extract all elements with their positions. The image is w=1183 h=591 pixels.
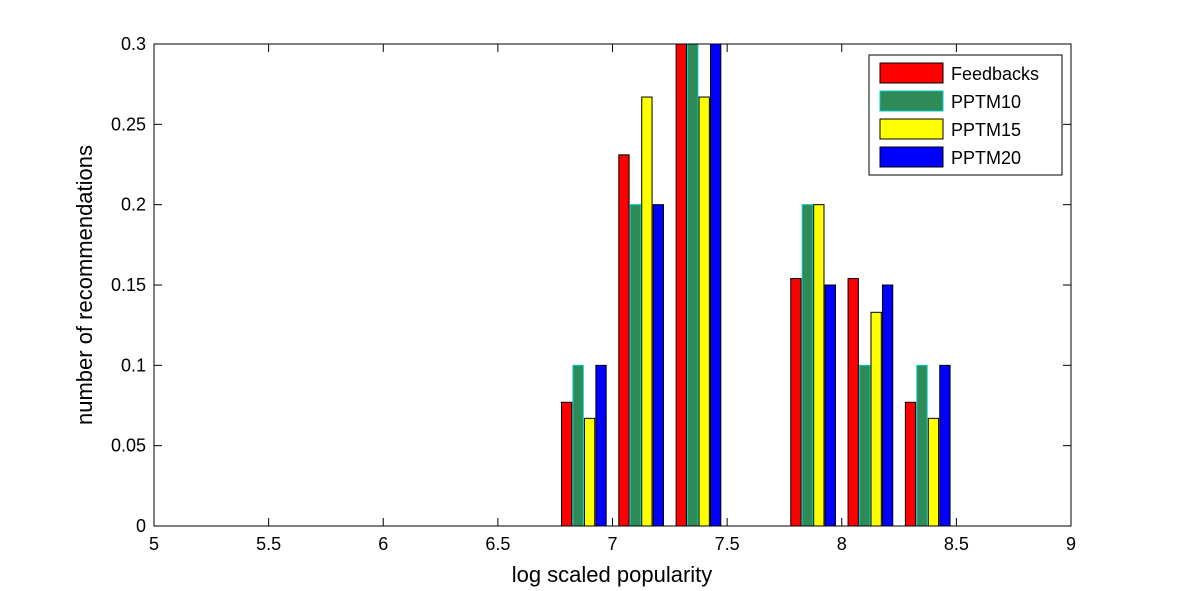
bar-pptm15-13 — [927, 417, 940, 527]
x-tick-label: 7 — [607, 534, 617, 554]
bar-feedbacks-8 — [618, 154, 630, 527]
y-tick-label: 0.15 — [111, 275, 146, 295]
bar-pptm20-8 — [652, 204, 665, 527]
bar-feedbacks-13 — [904, 401, 917, 527]
legend-swatch-pptm15 — [879, 118, 944, 140]
legend-label-pptm15: PPTM15 — [951, 120, 1021, 140]
bar-pptm10-11 — [801, 204, 814, 527]
y-tick-label: 0.05 — [111, 436, 146, 456]
x-tick-label: 5 — [149, 534, 159, 554]
y-tick-label: 0.3 — [121, 34, 146, 54]
legend-swatch-feedbacks — [879, 62, 944, 84]
y-axis-label: number of recommendations — [72, 145, 97, 425]
bar-pptm15-9 — [698, 96, 710, 527]
bar-feedbacks-12 — [847, 278, 859, 527]
x-tick-label: 5.5 — [256, 534, 281, 554]
legend-label-pptm20: PPTM20 — [951, 148, 1021, 168]
bar-feedbacks-7 — [560, 401, 573, 527]
x-tick-label: 7.5 — [715, 534, 740, 554]
y-tick-label: 0 — [136, 516, 146, 536]
bar-pptm10-13 — [916, 364, 928, 527]
bar-pptm15-12 — [870, 311, 882, 527]
bar-feedbacks-11 — [790, 278, 802, 527]
legend-label-feedbacks: Feedbacks — [951, 64, 1039, 84]
bar-pptm10-12 — [859, 364, 871, 527]
legend-label-pptm10: PPTM10 — [951, 92, 1021, 112]
bar-pptm20-12 — [881, 284, 894, 527]
bar-pptm20-7 — [595, 364, 607, 527]
axes-group: 5 5.5 6 6.5 7 7.5 8 8.5 9 0 0.05 0.1 0.15 0.2 0.25 0.3 — [111, 34, 1076, 554]
bar-pptm20-13 — [939, 364, 951, 527]
bar-pptm15-11 — [813, 204, 825, 527]
y-tick-label: 0.1 — [121, 355, 146, 375]
bar-pptm10-7 — [572, 364, 584, 527]
x-tick-label: 6 — [378, 534, 388, 554]
legend: Feedbacks PPTM10 PPTM15 PPTM20 — [868, 54, 1063, 176]
x-tick-label: 8.5 — [944, 534, 969, 554]
x-tick-label: 6.5 — [485, 534, 510, 554]
bar-pptm20-9 — [710, 43, 722, 527]
bar-feedbacks-9 — [675, 43, 687, 527]
legend-swatch-pptm10 — [879, 90, 944, 112]
x-axis-label: log scaled popularity — [512, 562, 713, 587]
y-tick-label: 0.25 — [111, 114, 146, 134]
bar-pptm15-8 — [641, 96, 653, 527]
bar-pptm15-7 — [583, 417, 596, 527]
x-tick-label: 9 — [1066, 534, 1076, 554]
y-tick-label: 0.2 — [121, 195, 146, 215]
bar-pptm10-9 — [687, 43, 699, 527]
bar-pptm20-11 — [824, 284, 836, 527]
bar-pptm10-8 — [629, 204, 642, 527]
x-tick-label: 8 — [837, 534, 847, 554]
legend-swatch-pptm20 — [879, 146, 944, 168]
